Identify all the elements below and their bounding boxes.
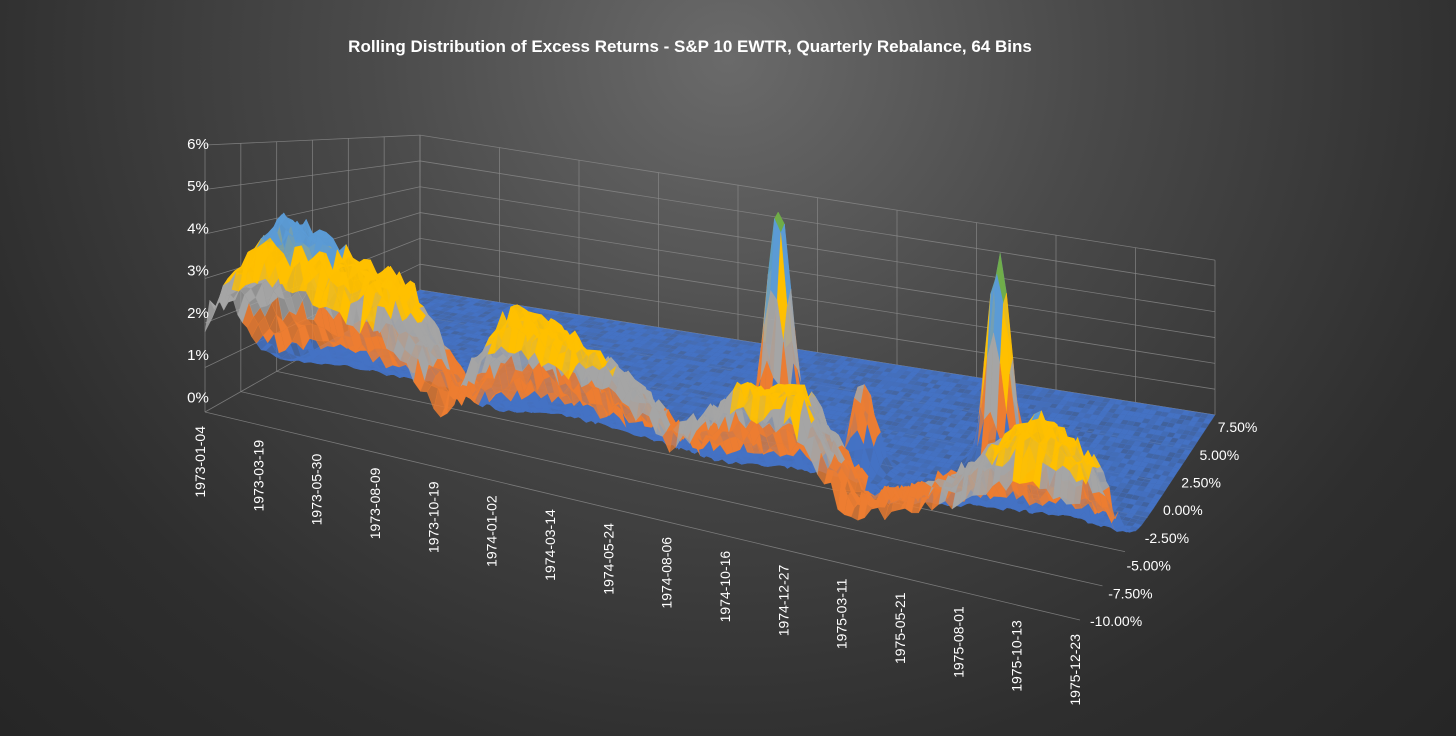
surface-plot xyxy=(204,211,1216,533)
gridline xyxy=(276,370,1126,553)
gridline xyxy=(419,263,1216,390)
gridline xyxy=(240,391,1103,587)
gridline xyxy=(204,160,421,190)
gridline xyxy=(419,237,1216,364)
gridline xyxy=(204,134,421,146)
gridline xyxy=(204,411,1081,621)
gridline xyxy=(419,160,1216,287)
gridline xyxy=(204,186,421,235)
chart-title: Rolling Distribution of Excess Returns -… xyxy=(348,37,1032,56)
gridline xyxy=(419,186,1216,313)
gridline xyxy=(419,134,1216,261)
gridline xyxy=(419,212,1216,338)
